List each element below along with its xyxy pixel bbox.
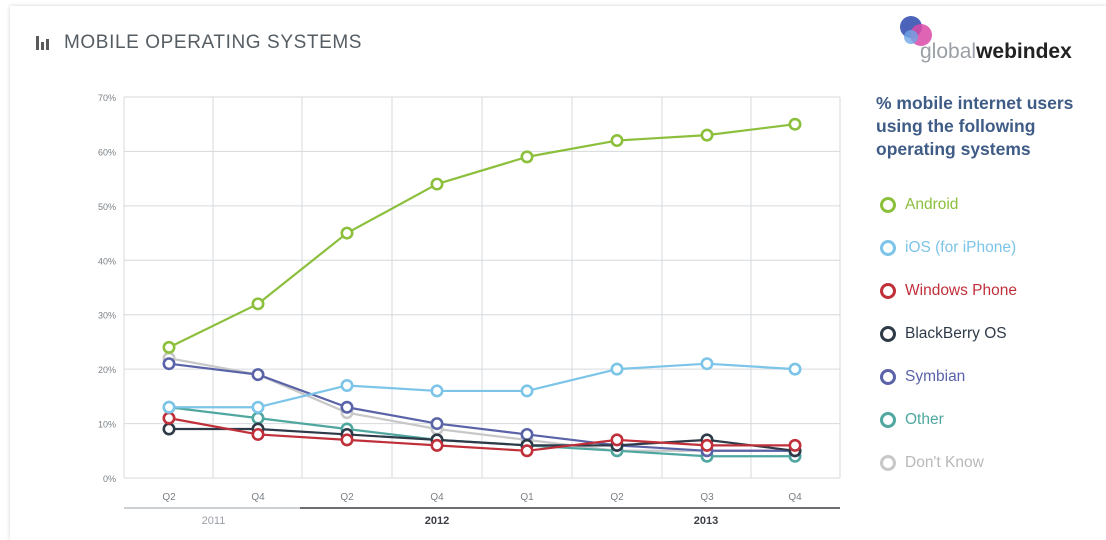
legend-item: BlackBerry OS bbox=[880, 312, 1017, 355]
x-tick-label: Q2 bbox=[610, 492, 624, 503]
year-label: 2012 bbox=[425, 515, 449, 527]
chart-header: MOBILE OPERATING SYSTEMS bbox=[36, 30, 362, 56]
data-point bbox=[340, 400, 354, 414]
data-point bbox=[430, 177, 444, 191]
x-tick-label: Q1 bbox=[520, 492, 534, 503]
data-point bbox=[788, 117, 802, 131]
legend-item: iOS (for iPhone) bbox=[880, 226, 1017, 269]
legend-label: BlackBerry OS bbox=[905, 324, 1007, 342]
legend-marker-icon bbox=[880, 282, 896, 299]
y-tick-label: 20% bbox=[98, 365, 116, 375]
x-tick-label: Q3 bbox=[700, 492, 714, 503]
data-point bbox=[788, 362, 802, 376]
data-point bbox=[788, 438, 802, 452]
data-point bbox=[251, 411, 265, 425]
data-point bbox=[340, 378, 354, 392]
legend-item: Symbian bbox=[880, 355, 1017, 398]
data-point bbox=[251, 297, 265, 311]
legend-label: Android bbox=[905, 195, 959, 213]
x-tick-label: Q4 bbox=[430, 492, 444, 503]
legend-item: Don't Know bbox=[880, 441, 1017, 484]
x-tick-label: Q4 bbox=[788, 492, 802, 503]
data-point bbox=[520, 150, 534, 164]
data-point bbox=[700, 128, 714, 142]
y-tick-label: 10% bbox=[98, 420, 116, 430]
data-point bbox=[430, 438, 444, 452]
legend-marker-icon bbox=[880, 368, 896, 385]
series-line bbox=[169, 362, 796, 409]
legend-marker-icon bbox=[880, 454, 896, 471]
data-point bbox=[340, 226, 354, 240]
globalwebindex-logo: globalwebindex bbox=[898, 14, 1106, 70]
y-tick-label: 50% bbox=[98, 202, 116, 212]
legend-item: Windows Phone bbox=[880, 269, 1017, 312]
x-tick-label: Q2 bbox=[162, 492, 176, 503]
data-point bbox=[162, 340, 176, 354]
y-tick-label: 30% bbox=[98, 311, 116, 321]
y-tick-label: 0% bbox=[103, 474, 116, 484]
logo-circles-icon bbox=[898, 14, 938, 48]
data-point bbox=[162, 422, 176, 436]
logo-wordmark: globalwebindex bbox=[920, 40, 1072, 64]
series-line bbox=[169, 427, 796, 452]
legend-marker-icon bbox=[880, 325, 896, 342]
x-tick-label: Q4 bbox=[251, 492, 265, 503]
x-tick-label: Q2 bbox=[340, 492, 354, 503]
data-point bbox=[251, 400, 265, 414]
data-point bbox=[700, 438, 714, 452]
data-point bbox=[162, 411, 176, 425]
year-label: 2013 bbox=[694, 515, 718, 527]
y-tick-label: 60% bbox=[98, 147, 116, 157]
logo-text-index: index bbox=[1016, 40, 1072, 63]
year-label: 2011 bbox=[202, 515, 226, 527]
logo-text-web: web bbox=[976, 40, 1017, 63]
series-line bbox=[168, 123, 796, 349]
data-point bbox=[610, 362, 624, 376]
bar-chart-icon bbox=[36, 36, 50, 50]
data-point bbox=[251, 368, 265, 382]
legend-item: Android bbox=[880, 183, 1017, 226]
data-point bbox=[520, 427, 534, 441]
legend-label: Don't Know bbox=[905, 453, 984, 471]
data-point bbox=[162, 357, 176, 371]
legend-heading: % mobile internet users using the follow… bbox=[876, 93, 1074, 159]
legend: Android iOS (for iPhone) Windows Phone Blac… bbox=[880, 183, 1017, 484]
data-point bbox=[520, 444, 534, 458]
data-point bbox=[520, 384, 534, 398]
y-tick-label: 40% bbox=[98, 256, 116, 266]
logo-text-light: global bbox=[920, 40, 977, 63]
data-point bbox=[610, 433, 624, 447]
chart-frame bbox=[10, 6, 1106, 540]
legend-marker-icon bbox=[880, 196, 896, 213]
legend-label: Windows Phone bbox=[905, 281, 1018, 299]
data-point bbox=[340, 433, 354, 447]
series-line bbox=[168, 362, 795, 452]
data-point bbox=[430, 417, 444, 431]
data-point bbox=[162, 400, 176, 414]
data-point bbox=[610, 134, 624, 148]
data-point bbox=[251, 427, 265, 441]
data-point bbox=[700, 357, 714, 371]
data-point bbox=[430, 384, 444, 398]
legend-item: Other bbox=[880, 398, 1017, 441]
legend-label: Symbian bbox=[905, 367, 966, 385]
legend-marker-icon bbox=[880, 411, 896, 428]
legend-marker-icon bbox=[880, 239, 896, 256]
y-tick-label: 70% bbox=[98, 93, 116, 103]
series-line bbox=[168, 417, 795, 452]
legend-label: Other bbox=[905, 410, 944, 428]
legend-label: iOS (for iPhone) bbox=[905, 238, 1017, 256]
chart-title: MOBILE OPERATING SYSTEMS bbox=[64, 32, 363, 53]
